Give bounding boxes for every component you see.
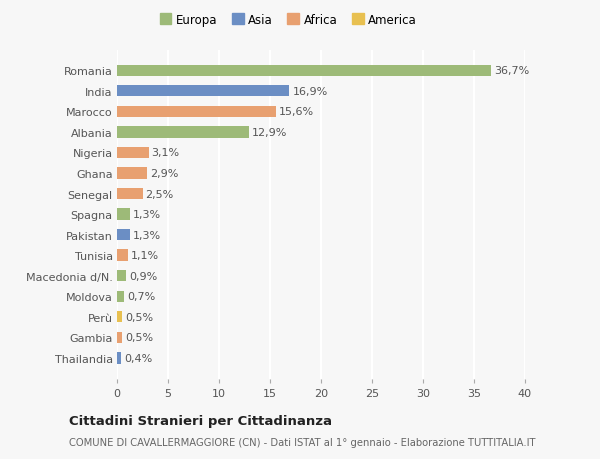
Bar	[117, 168, 146, 179]
Bar	[117, 250, 128, 261]
Text: 16,9%: 16,9%	[292, 87, 328, 96]
Text: 1,1%: 1,1%	[131, 251, 160, 261]
Text: 3,1%: 3,1%	[152, 148, 180, 158]
Bar	[117, 189, 143, 200]
Legend: Europa, Asia, Africa, America: Europa, Asia, Africa, America	[160, 14, 417, 27]
Bar	[117, 353, 121, 364]
Bar	[117, 209, 130, 220]
Text: 36,7%: 36,7%	[494, 66, 530, 76]
Text: 12,9%: 12,9%	[251, 128, 287, 138]
Text: 2,5%: 2,5%	[146, 189, 174, 199]
Bar	[117, 332, 122, 343]
Bar	[117, 147, 149, 159]
Text: 2,9%: 2,9%	[149, 168, 178, 179]
Bar	[117, 106, 276, 118]
Text: 1,3%: 1,3%	[133, 230, 161, 240]
Bar	[117, 127, 248, 138]
Bar	[117, 65, 491, 77]
Text: Cittadini Stranieri per Cittadinanza: Cittadini Stranieri per Cittadinanza	[69, 414, 332, 428]
Text: 0,4%: 0,4%	[124, 353, 152, 363]
Text: 1,3%: 1,3%	[133, 210, 161, 219]
Bar	[117, 312, 122, 323]
Text: COMUNE DI CAVALLERMAGGIORE (CN) - Dati ISTAT al 1° gennaio - Elaborazione TUTTIT: COMUNE DI CAVALLERMAGGIORE (CN) - Dati I…	[69, 437, 536, 447]
Bar	[117, 270, 126, 282]
Text: 0,9%: 0,9%	[129, 271, 157, 281]
Text: 15,6%: 15,6%	[279, 107, 314, 117]
Bar	[117, 86, 289, 97]
Bar	[117, 291, 124, 302]
Text: 0,7%: 0,7%	[127, 291, 155, 302]
Text: 0,5%: 0,5%	[125, 312, 153, 322]
Bar	[117, 230, 130, 241]
Text: 0,5%: 0,5%	[125, 333, 153, 342]
